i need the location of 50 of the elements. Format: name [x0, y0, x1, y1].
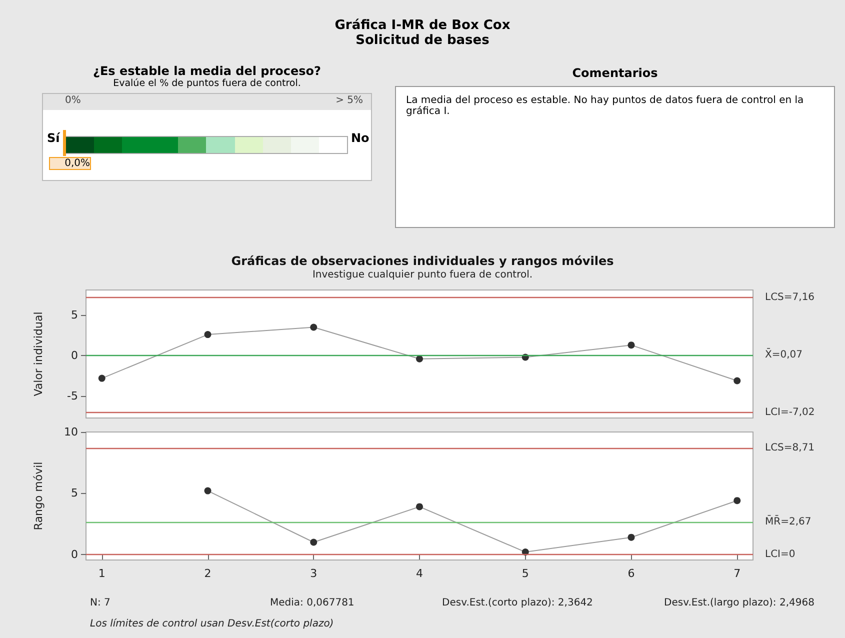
point	[734, 377, 741, 384]
point	[734, 497, 741, 504]
point	[416, 355, 423, 362]
y-tick-label: 0	[71, 349, 78, 362]
text: ¿Es estable la media del proceso?	[92, 64, 322, 78]
y-tick-label: 0	[71, 548, 78, 561]
x-tick-label: 3	[310, 567, 318, 580]
x-tick-label: 1	[98, 567, 106, 580]
point	[310, 324, 318, 331]
x-tick-label: 6	[628, 567, 635, 580]
ref-line-label: M̄R̄=2,67	[765, 514, 812, 528]
text: Solicitud de bases	[354, 33, 490, 48]
text: Media: 0,067781	[270, 598, 354, 608]
y-tick-label: 5	[71, 308, 78, 322]
text: 0,0%	[49, 157, 91, 170]
ref-line-label: LCS=7,16	[765, 292, 815, 304]
point	[416, 503, 423, 510]
text: La media del proceso es estable. No hay puntos de datos fuera de control en la gráfica I.	[406, 95, 805, 117]
chart-title: Gráficas de observaciones individuales y rangos móviles	[231, 254, 614, 268]
text: Desv.Est.(largo plazo): 2,4968	[664, 598, 814, 608]
x-tick-label: 2	[204, 567, 212, 580]
text: Comentarios	[571, 66, 659, 80]
point	[98, 374, 106, 382]
text: No	[351, 131, 370, 145]
text: Los límites de control usan Desv.Est(corto plazo)	[90, 618, 334, 630]
text: Gráfica I-MR de Box Cox	[334, 18, 512, 33]
point	[204, 487, 212, 494]
text: Sí	[47, 131, 60, 145]
text: Desv.Est.(corto plazo): 2,3642	[442, 598, 593, 608]
ref-line-label: LCI=-7,02	[765, 406, 815, 418]
y-tick-label: 5	[71, 486, 78, 500]
text: > 5%	[336, 95, 363, 106]
chart-subtitle: Investigue cualquier punto fuera de control.	[312, 270, 533, 280]
x-tick-label: 7	[734, 567, 741, 580]
point	[310, 538, 318, 546]
ref-line-label: X̄=0,07	[765, 348, 802, 361]
point	[628, 534, 635, 541]
point	[204, 331, 212, 338]
y-tick-label: 10	[64, 426, 78, 438]
y-axis-title: Rango móvil	[32, 462, 45, 530]
y-axis-title: Valor individual	[32, 312, 45, 396]
x-tick-label: 4	[416, 567, 423, 580]
text: 0%	[65, 95, 81, 106]
ref-line-label: LCI=0	[765, 548, 796, 560]
x-tick-label: 5	[522, 567, 529, 580]
ref-line-label: LCS=8,71	[765, 442, 815, 454]
point	[628, 342, 635, 349]
y-tick-label: -5	[67, 390, 78, 403]
text: N: 7	[90, 598, 110, 608]
text: Evalúe el % de puntos fuera de control.	[112, 78, 302, 89]
